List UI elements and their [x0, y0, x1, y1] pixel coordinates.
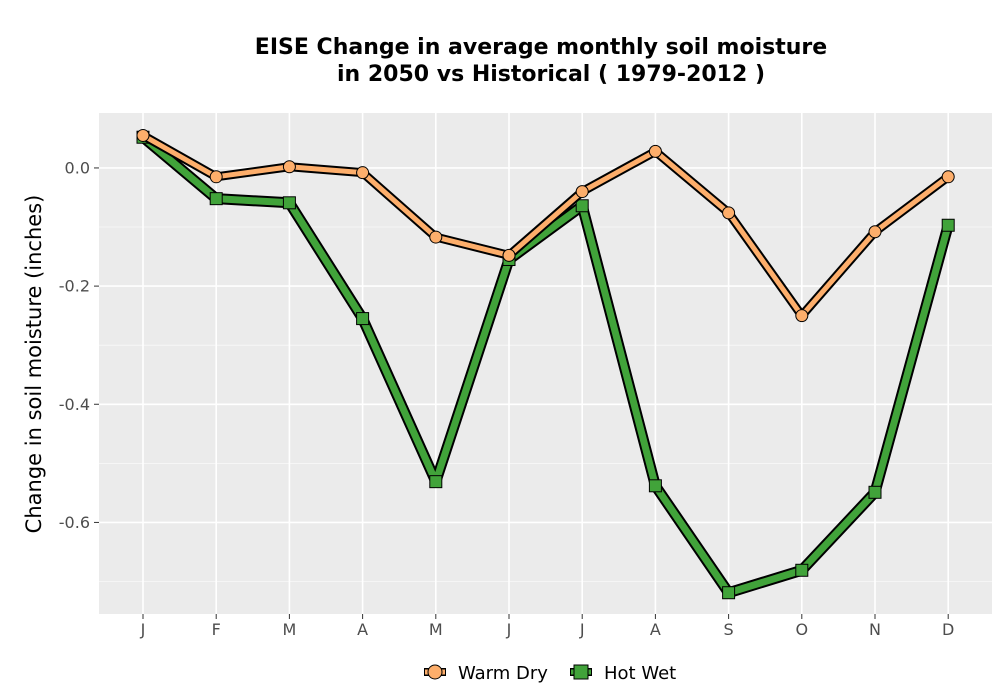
x-tick-label: F — [212, 620, 221, 639]
y-axis-title: Change in soil moisture (inches) — [22, 195, 46, 534]
y-tick-label: 0.0 — [65, 158, 90, 177]
x-tick-label: M — [282, 620, 296, 639]
series-line — [139, 133, 952, 597]
data-point-marker — [209, 170, 223, 184]
legend-item-hot-wet: Hot Wet — [570, 663, 676, 684]
x-tick-label: A — [357, 620, 368, 639]
data-point-marker — [282, 160, 296, 174]
y-tick-label: -0.6 — [59, 513, 90, 532]
series-warm-dry — [136, 128, 955, 323]
chart-title-line-1: EISE Change in average monthly soil mois… — [255, 35, 827, 60]
data-point-marker — [136, 128, 150, 142]
data-point-marker — [941, 218, 955, 232]
legend-item-warm-dry: Warm Dry — [424, 663, 548, 684]
chart-title-line-2: in 2050 vs Historical ( 1979-2012 ) — [337, 62, 765, 87]
x-tick-label: J — [579, 620, 585, 639]
plot-background — [99, 113, 992, 614]
legend: Warm Dry Hot Wet — [424, 663, 676, 684]
data-point-marker — [722, 206, 736, 220]
data-point-marker — [795, 563, 809, 577]
data-point-marker — [429, 475, 443, 489]
data-point-marker — [575, 185, 589, 199]
data-point-marker — [575, 199, 589, 213]
series-layer — [136, 128, 955, 600]
data-point-marker — [868, 485, 882, 499]
x-tick-label: A — [650, 620, 661, 639]
legend-key-marker — [427, 664, 443, 680]
data-point-marker — [648, 144, 662, 158]
legend-key-marker — [573, 664, 589, 680]
plot-panel — [99, 113, 992, 614]
series-line — [140, 132, 951, 319]
data-point-marker — [648, 479, 662, 493]
data-point-marker — [356, 312, 370, 326]
data-point-marker — [868, 225, 882, 239]
y-tick-label: -0.2 — [59, 277, 90, 296]
x-tick-label: O — [796, 620, 809, 639]
data-point-marker — [356, 166, 370, 180]
x-tick-label: D — [942, 620, 954, 639]
y-tick-label: -0.4 — [59, 395, 90, 414]
axes: 0.0 -0.2 -0.4 -0.6 J F M A M J J A S O N D — [59, 158, 955, 639]
legend-label: Warm Dry — [458, 663, 548, 684]
x-tick-label: J — [506, 620, 512, 639]
data-point-marker — [941, 170, 955, 184]
x-tick-label: S — [724, 620, 734, 639]
data-point-marker — [429, 230, 443, 244]
data-point-marker — [795, 309, 809, 323]
x-tick-label: M — [429, 620, 443, 639]
data-point-marker — [502, 248, 516, 262]
x-tick-label: J — [140, 620, 146, 639]
data-point-marker — [282, 196, 296, 210]
data-point-marker — [722, 586, 736, 600]
legend-label: Hot Wet — [604, 663, 676, 684]
data-point-marker — [209, 192, 223, 206]
x-tick-label: N — [869, 620, 881, 639]
